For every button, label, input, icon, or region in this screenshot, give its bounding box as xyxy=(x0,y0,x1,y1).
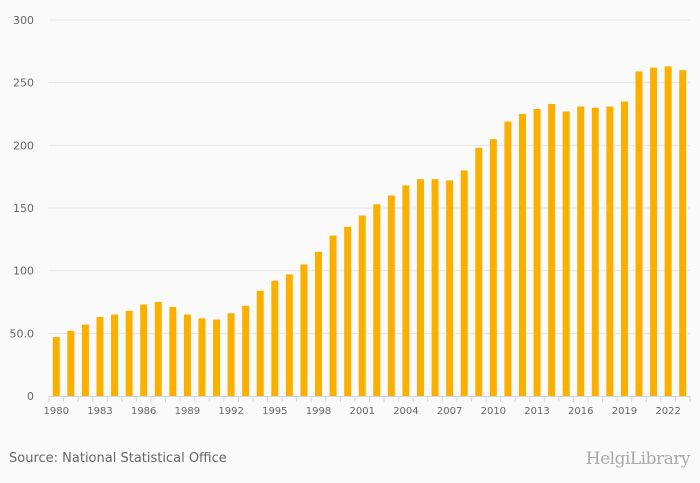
bar-1983 xyxy=(96,317,104,396)
bar-2015 xyxy=(562,111,570,396)
bar-1992 xyxy=(227,313,235,396)
bar-2005 xyxy=(416,179,424,396)
x-tick-label: 2022 xyxy=(655,406,680,417)
x-tick-label: 1995 xyxy=(262,406,287,417)
y-tick-label: 200 xyxy=(13,139,34,152)
x-tick-label: 1980 xyxy=(44,406,69,417)
x-tick-label: 1983 xyxy=(87,406,112,417)
bar-2018 xyxy=(606,106,614,396)
bar-2016 xyxy=(577,106,585,396)
bar-1984 xyxy=(111,314,119,396)
bar-1985 xyxy=(125,310,133,396)
bar-2023 xyxy=(679,70,687,396)
x-tick-label: 2004 xyxy=(393,406,418,417)
x-tick-label: 1989 xyxy=(175,406,200,417)
bar-1990 xyxy=(198,318,206,396)
bar-2021 xyxy=(650,67,658,397)
bar-1999 xyxy=(329,235,337,396)
source-note: Source: National Statistical Office xyxy=(9,451,227,466)
x-tick-label: 2007 xyxy=(437,406,462,417)
bar-2004 xyxy=(402,185,410,396)
x-tick-label: 2001 xyxy=(349,406,374,417)
bar-1986 xyxy=(140,304,148,396)
bar-1991 xyxy=(213,319,221,396)
bar-2000 xyxy=(344,226,352,396)
bar-2022 xyxy=(664,66,672,396)
bar-1998 xyxy=(315,251,323,396)
bar-2007 xyxy=(446,180,454,396)
x-tick-label: 2013 xyxy=(524,406,549,417)
x-tick-label: 1986 xyxy=(131,406,156,417)
bar-1994 xyxy=(256,290,264,396)
bar-1981 xyxy=(67,330,75,396)
bar-1997 xyxy=(300,264,308,396)
bar-1988 xyxy=(169,307,177,396)
bar-1982 xyxy=(81,324,89,396)
y-tick-label: 50.0 xyxy=(10,327,35,340)
y-tick-label: 100 xyxy=(13,265,34,278)
x-tick-label: 2016 xyxy=(568,406,593,417)
helgi-library-logo: HelgiLibrary xyxy=(585,449,691,469)
bar-2019 xyxy=(620,101,628,396)
bar-2002 xyxy=(373,204,381,396)
bar-1980 xyxy=(52,337,60,396)
y-tick-label: 150 xyxy=(13,202,34,215)
x-tick-label: 1992 xyxy=(218,406,243,417)
bar-2014 xyxy=(548,103,556,397)
bar-2006 xyxy=(431,179,439,396)
y-tick-label: 0 xyxy=(27,390,34,403)
x-tick-label: 1998 xyxy=(306,406,331,417)
bar-2008 xyxy=(460,170,468,396)
bar-2020 xyxy=(635,71,643,397)
bar-2003 xyxy=(387,195,395,396)
bar-1995 xyxy=(271,280,279,396)
y-tick-label: 250 xyxy=(13,77,34,90)
bar-1996 xyxy=(285,274,293,396)
bar-2010 xyxy=(489,139,497,397)
bar-2009 xyxy=(475,147,483,396)
x-tick-label: 2010 xyxy=(481,406,506,417)
bar-chart: 0 50.0 100 150 200 250 300 1980 1983 1986 1989 1992… xyxy=(10,14,691,417)
bar-2001 xyxy=(358,215,366,396)
bar-2011 xyxy=(504,121,512,397)
bar-2012 xyxy=(518,114,526,396)
bar-1993 xyxy=(242,305,250,396)
bar-2013 xyxy=(533,108,541,396)
bar-2017 xyxy=(591,107,599,396)
bar-1987 xyxy=(154,302,162,396)
bar-1989 xyxy=(183,314,191,396)
y-tick-label: 300 xyxy=(13,14,34,27)
x-tick-label: 2019 xyxy=(612,406,637,417)
